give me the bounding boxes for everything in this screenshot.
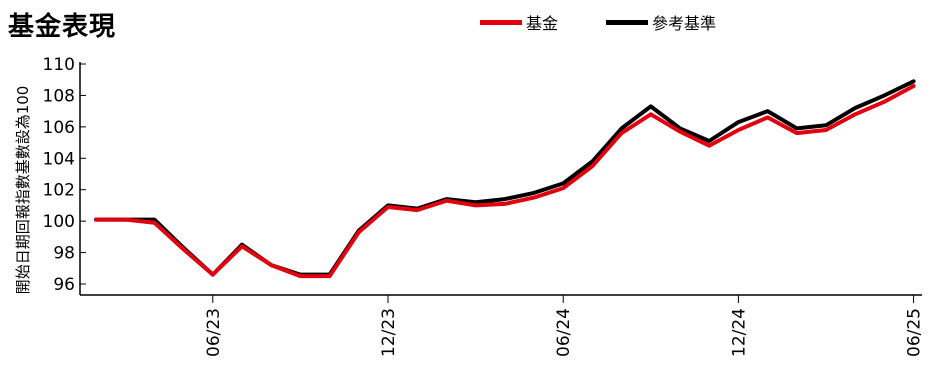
series-line-fund	[94, 84, 916, 279]
y-tick-label: 108	[43, 86, 75, 106]
legend-label-benchmark: 參考基準	[652, 14, 717, 33]
y-tick-label: 100	[43, 212, 75, 232]
legend-item-benchmark: 參考基準	[606, 10, 716, 34]
y-tick-label: 110	[43, 55, 75, 75]
legend-item-fund: 基金	[480, 10, 558, 34]
legend-swatch-benchmark	[606, 19, 649, 25]
y-tick-label: 98	[53, 244, 75, 264]
x-tick-label: 12/24	[729, 308, 749, 357]
chart-legend: 基金 參考基準	[480, 10, 764, 34]
y-tick-label: 102	[43, 181, 75, 201]
y-tick-label: 96	[53, 275, 75, 295]
series-line-benchmark	[94, 79, 916, 277]
legend-swatch-fund	[480, 19, 522, 25]
y-tick-label: 104	[43, 149, 75, 169]
y-axis-label: 開始日期回報指數基數設為100	[14, 86, 32, 295]
legend-label-fund: 基金	[526, 14, 559, 33]
chart-title: 基金表現	[8, 12, 117, 42]
y-tick-label: 106	[43, 118, 75, 138]
x-tick-label: 06/25	[905, 308, 925, 357]
x-tick-label: 12/23	[379, 308, 399, 357]
x-tick-label: 06/23	[204, 308, 224, 357]
x-tick-label: 06/24	[554, 308, 574, 357]
